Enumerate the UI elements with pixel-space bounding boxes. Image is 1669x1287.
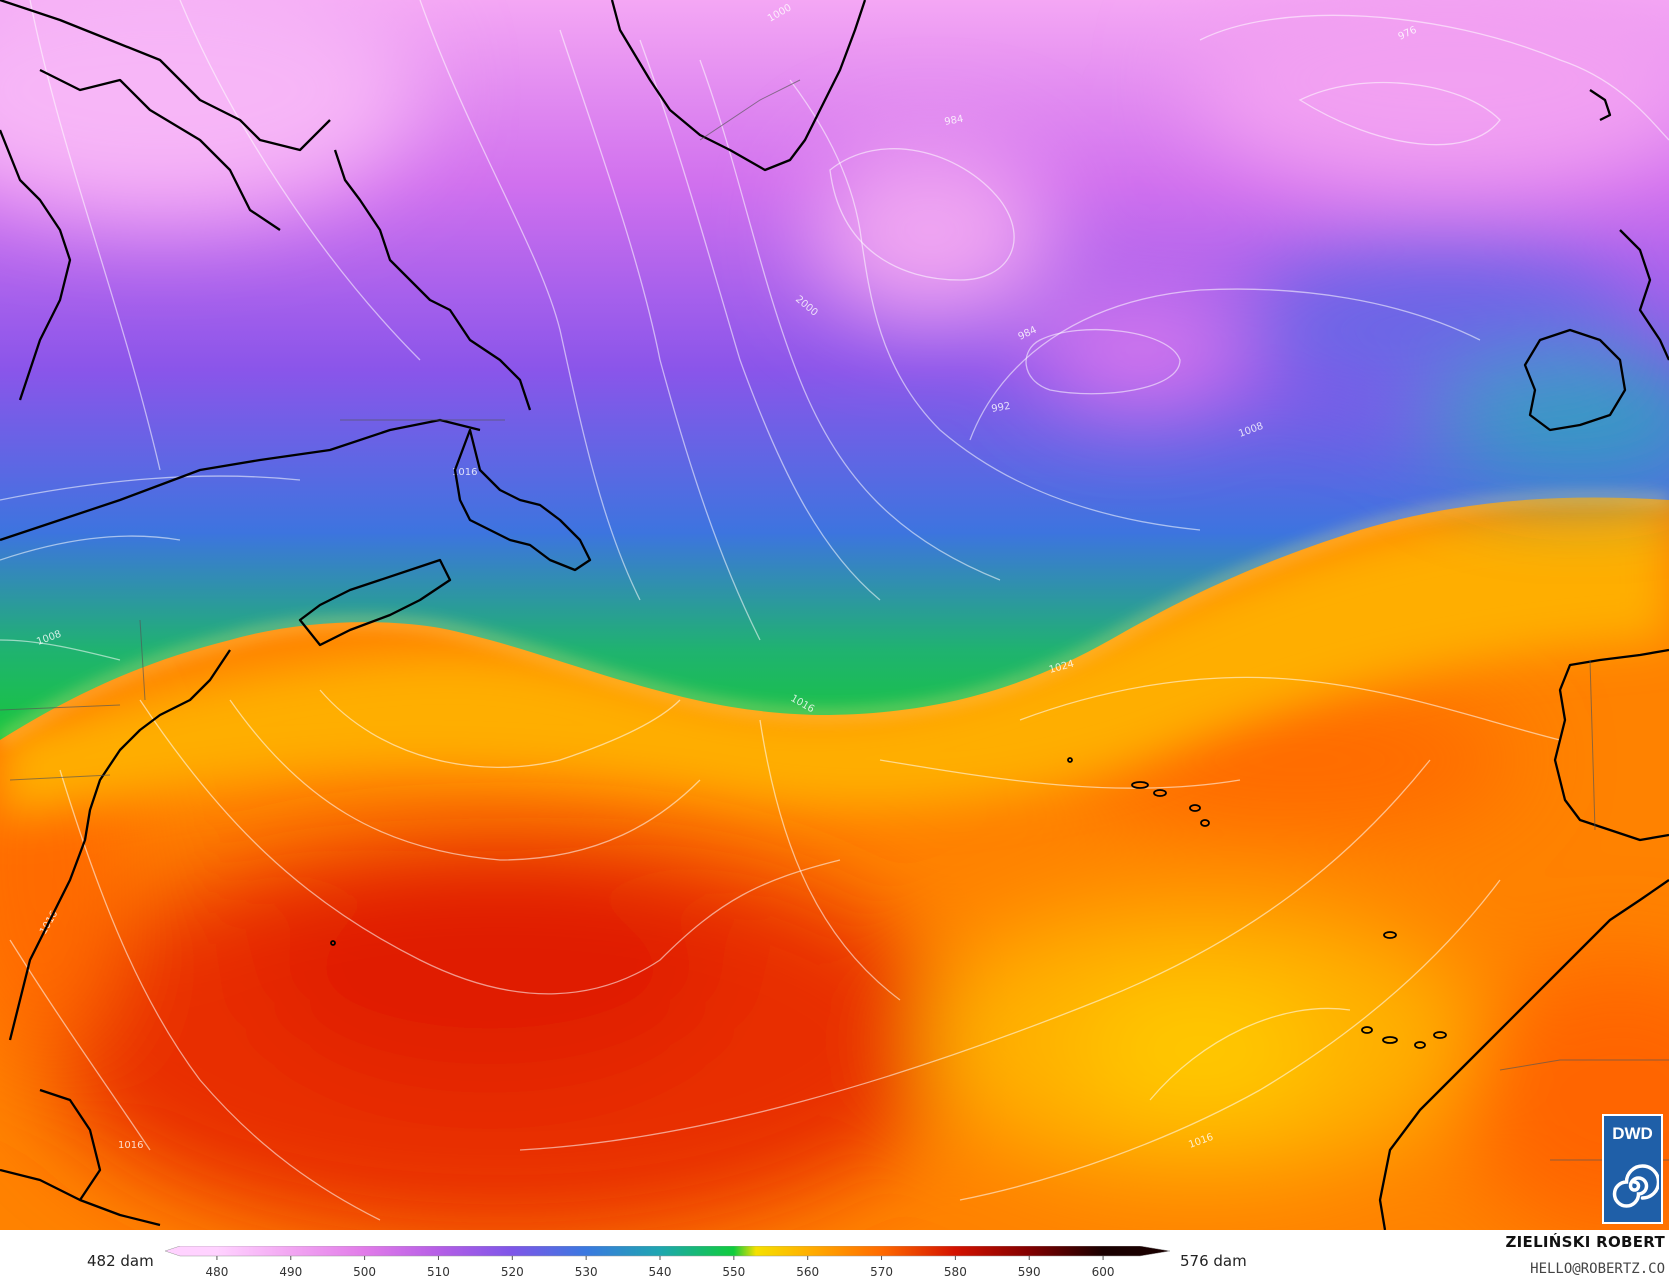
colorbar-tick-label: 600 (1092, 1265, 1115, 1279)
dwd-logo: DWD (1602, 1114, 1663, 1224)
frontal-boundary (0, 495, 1669, 743)
colorbar-tick-label: 550 (722, 1265, 745, 1279)
colorbar-tick-label: 480 (205, 1265, 228, 1279)
dwd-logo-text: DWD (1612, 1124, 1653, 1143)
labrador-coast (333, 149, 532, 411)
us-east-coast (8, 649, 231, 1041)
colorbar-tick-label: 570 (870, 1265, 893, 1279)
quebec-coast (0, 418, 481, 542)
legend-footer (0, 1230, 1669, 1287)
islands (330, 757, 1447, 1049)
baffin-coast (0, 0, 331, 152)
colorbar-tick-label: 530 (575, 1265, 598, 1279)
colorbar-tick-label: 500 (353, 1265, 376, 1279)
credit-name: ZIELIŃSKI ROBERT (1505, 1233, 1665, 1251)
weather-map: 1000976984200098499210081016100810241016… (0, 0, 1669, 1230)
hudson-coast (0, 129, 72, 401)
colorbar-tick-label: 590 (1018, 1265, 1041, 1279)
isobar-lines (0, 0, 1669, 1221)
colorbar-max-label: 576 dam (1180, 1252, 1247, 1270)
colorbar-tick-label: 510 (427, 1265, 450, 1279)
nova-scotia-coast (298, 558, 452, 647)
colorbar-tick-label: 560 (796, 1265, 819, 1279)
isobar-label: 984 (944, 114, 965, 128)
isobar-label: 1016 (118, 1140, 143, 1151)
isobar-label: 992 (991, 401, 1012, 415)
credit-email[interactable]: HELLO@ROBERTZ.CO (1530, 1261, 1665, 1277)
coastlines (0, 0, 1669, 1230)
iberia-coast (1553, 648, 1669, 842)
africa-coast (1378, 879, 1669, 1230)
canary-island (1361, 1026, 1373, 1034)
newfoundland-coast (453, 428, 592, 572)
colorbar-tick-label: 490 (279, 1265, 302, 1279)
madeira-island (1383, 931, 1397, 939)
colorbar-tick-label: 520 (501, 1265, 524, 1279)
colorbar-tick-label: 540 (649, 1265, 672, 1279)
colorbar-bar (165, 1246, 1170, 1257)
azores-island (1067, 757, 1073, 763)
bahamas-coast (39, 1088, 102, 1201)
cold-field (0, 0, 1669, 740)
ireland-coast (1523, 328, 1627, 432)
colorbar-tick-label: 580 (944, 1265, 967, 1279)
isobar-label: 1016 (452, 467, 477, 478)
dwd-swirl-icon (1612, 1164, 1659, 1208)
colorbar: 480 490 500 510 520 530 540 550 560 570 580 590 600 (165, 1246, 1170, 1279)
colorbar-ticks: 480 490 500 510 520 530 540 550 560 570 580 590 600 (205, 1256, 1115, 1279)
greenland-coast (610, 0, 867, 172)
colorbar-min-label: 482 dam (87, 1252, 154, 1270)
uk-coast (1619, 229, 1669, 361)
